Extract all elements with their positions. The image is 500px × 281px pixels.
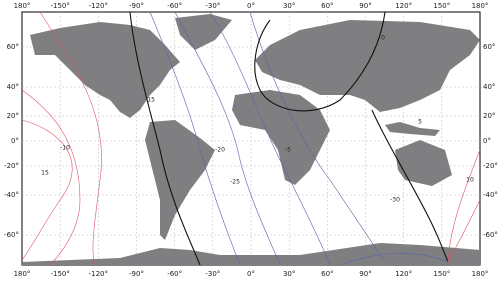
north-america — [30, 22, 180, 118]
latitude-label-left: -20° — [4, 162, 19, 170]
contour-label: -15 — [145, 97, 155, 104]
longitude-label-bottom: 60° — [321, 270, 333, 278]
contour-label: -30 — [390, 197, 400, 204]
longitude-label-top: 30° — [283, 2, 295, 10]
contour-line — [21, 89, 81, 266]
africa — [232, 90, 330, 185]
longitude-label-bottom: 30° — [283, 270, 295, 278]
longitude-label-top: 180° — [14, 2, 31, 10]
antarctica — [22, 243, 480, 265]
latitude-label-right: -40° — [483, 191, 498, 199]
south-america — [145, 120, 215, 240]
contour-label: -10 — [60, 145, 70, 152]
latitude-label-left: 20° — [7, 112, 19, 120]
contour-label: 5 — [418, 119, 422, 126]
longitude-label-top: 90° — [359, 2, 371, 10]
longitude-label-bottom: -120° — [89, 270, 108, 278]
latitude-label-left: -40° — [4, 191, 19, 199]
labels: 180°180°-150°-150°-120°-120°-90°-90°-60°… — [4, 2, 498, 278]
longitude-label-bottom: -150° — [50, 270, 69, 278]
contour-label: -5 — [285, 147, 291, 154]
agonic-line — [254, 11, 386, 112]
greenland — [175, 14, 232, 50]
longitude-label-bottom: 180° — [472, 270, 489, 278]
contour-line — [249, 11, 386, 263]
longitude-label-bottom: -30° — [205, 270, 220, 278]
longitude-label-bottom: -90° — [129, 270, 144, 278]
contour-label: -25 — [230, 179, 240, 186]
longitude-label-bottom: 150° — [433, 270, 450, 278]
agonic-line — [129, 11, 201, 266]
longitude-label-top: -30° — [205, 2, 220, 10]
latitude-label-right: 40° — [483, 83, 495, 91]
contour-line — [447, 199, 481, 263]
australia — [395, 140, 452, 186]
indonesia — [385, 122, 440, 136]
longitude-label-bottom: 180° — [14, 270, 31, 278]
latitude-label-left: 40° — [7, 83, 19, 91]
contour-line — [39, 11, 102, 266]
latitude-label-right: 20° — [483, 112, 495, 120]
longitude-label-bottom: -60° — [167, 270, 182, 278]
contour-label: 0 — [381, 35, 385, 42]
latitude-label-left: -60° — [4, 231, 19, 239]
longitude-label-top: 120° — [395, 2, 412, 10]
contours — [21, 11, 481, 266]
contour-label: -20 — [215, 147, 225, 154]
agonic-line — [371, 109, 449, 263]
longitude-label-bottom: 0° — [247, 270, 255, 278]
longitude-label-top: 180° — [472, 2, 489, 10]
contour-line — [209, 11, 331, 266]
longitude-label-top: 0° — [247, 2, 255, 10]
contour-line — [447, 149, 481, 263]
longitude-label-top: 150° — [433, 2, 450, 10]
eurasia — [255, 20, 480, 112]
latitude-label-right: -60° — [483, 231, 498, 239]
contour-line — [149, 11, 241, 266]
contour-line — [339, 253, 449, 266]
contour-line — [174, 11, 281, 266]
contour-label: 15 — [41, 170, 49, 177]
longitude-label-bottom: 90° — [359, 270, 371, 278]
latitude-label-right: 0° — [483, 137, 491, 145]
contour-label: 10 — [466, 177, 474, 184]
longitude-label-top: -120° — [89, 2, 108, 10]
latitude-label-right: -20° — [483, 162, 498, 170]
land — [22, 14, 480, 265]
longitude-label-top: -90° — [129, 2, 144, 10]
latitude-label-left: 0° — [11, 137, 19, 145]
longitude-label-bottom: 120° — [395, 270, 412, 278]
longitude-label-top: 60° — [321, 2, 333, 10]
latitude-label-left: 60° — [7, 43, 19, 51]
longitude-label-top: -60° — [167, 2, 182, 10]
latitude-label-right: 60° — [483, 43, 495, 51]
longitude-label-top: -150° — [50, 2, 69, 10]
